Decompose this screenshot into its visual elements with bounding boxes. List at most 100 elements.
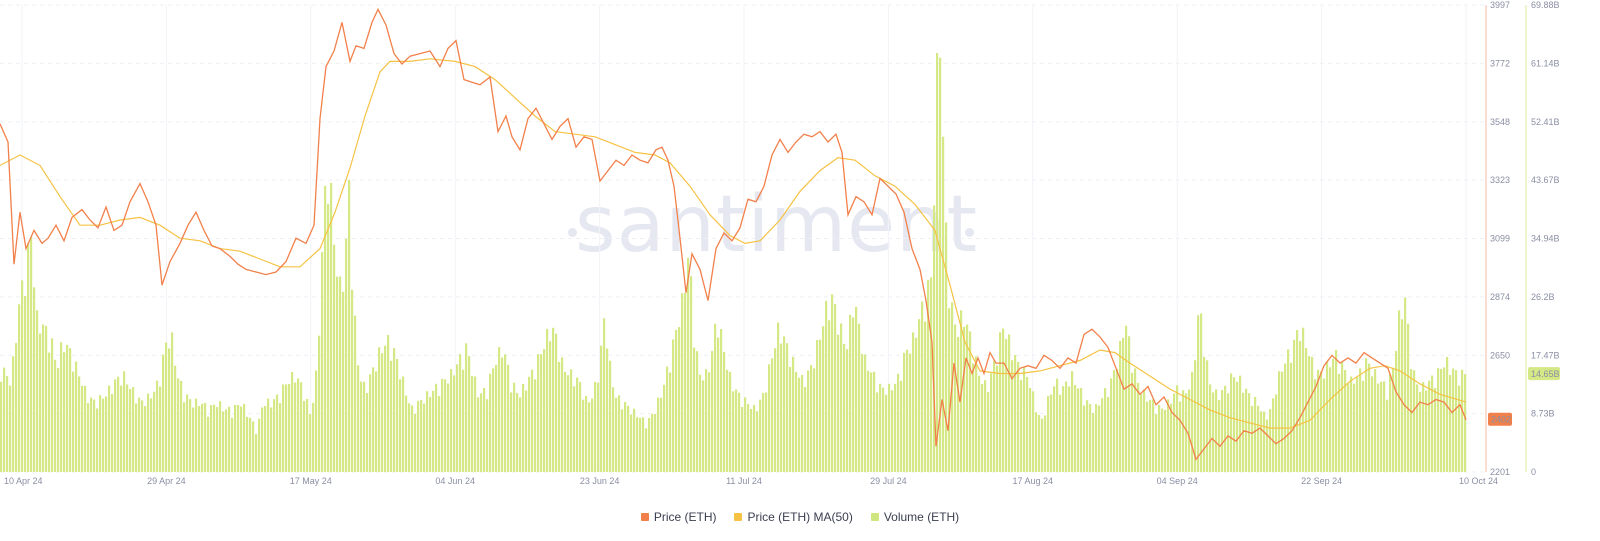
volume-bar xyxy=(945,222,948,472)
volume-bar xyxy=(1056,378,1059,472)
volume-bar xyxy=(693,347,696,472)
volume-bar xyxy=(1020,380,1023,472)
volume-bar xyxy=(96,408,99,472)
volume-bar xyxy=(201,403,204,472)
volume-bar xyxy=(360,381,363,472)
volume-bar xyxy=(1080,387,1083,472)
volume-bar xyxy=(612,387,615,472)
volume-bar xyxy=(1443,367,1446,472)
volume-bar xyxy=(1191,371,1194,472)
volume-bar xyxy=(48,352,51,472)
volume-bar xyxy=(165,342,168,472)
volume-bar xyxy=(1413,370,1416,472)
volume-bar xyxy=(117,376,120,472)
volume-bar xyxy=(300,382,303,472)
volume-bar xyxy=(33,287,36,472)
x-tick-label: 23 Jun 24 xyxy=(580,476,620,486)
volume-bar xyxy=(726,369,729,472)
volume-bar xyxy=(159,386,162,472)
volume-bar xyxy=(555,333,558,472)
current-volume-badge: 14.65B xyxy=(1528,367,1560,381)
volume-bar xyxy=(1455,370,1458,472)
volume-bar xyxy=(546,328,549,472)
legend-item-volume[interactable]: Volume (ETH) xyxy=(870,510,959,524)
volume-bar xyxy=(729,371,732,472)
volume-bar xyxy=(231,417,234,472)
volume-bar xyxy=(1176,385,1179,472)
volume-bar xyxy=(816,340,819,472)
volume-bar xyxy=(639,417,642,472)
volume-bar xyxy=(591,398,594,472)
volume-bar xyxy=(852,317,855,472)
volume-bar xyxy=(1269,409,1272,472)
volume-bar xyxy=(162,354,165,472)
volume-bar xyxy=(1416,384,1419,472)
volume-bar xyxy=(762,392,765,472)
volume-bar xyxy=(9,385,12,472)
x-tick-label: 10 Oct 24 xyxy=(1459,476,1498,486)
volume-bar xyxy=(243,404,246,472)
volume-bar xyxy=(528,376,531,472)
volume-bar xyxy=(387,335,390,472)
volume-tick-label: 43.67B xyxy=(1531,175,1560,185)
volume-bar xyxy=(120,385,123,472)
volume-bar xyxy=(411,405,414,472)
volume-bar xyxy=(849,314,852,472)
volume-tick-label: 26.2B xyxy=(1531,292,1555,302)
volume-bar xyxy=(993,360,996,472)
volume-bar xyxy=(723,351,726,472)
volume-bar xyxy=(27,242,30,472)
volume-bar xyxy=(264,406,267,472)
volume-bar xyxy=(657,397,660,472)
volume-bar xyxy=(1092,412,1095,472)
volume-bar xyxy=(855,306,858,472)
legend-swatch-price xyxy=(640,513,649,521)
volume-bar xyxy=(450,369,453,472)
x-tick-label: 29 Apr 24 xyxy=(147,476,186,486)
volume-bar xyxy=(1395,351,1398,472)
legend-item-price[interactable]: Price (ETH) xyxy=(640,510,716,524)
volume-bar xyxy=(426,391,429,472)
volume-bar xyxy=(675,329,678,472)
volume-bar xyxy=(111,394,114,472)
volume-bar xyxy=(1104,388,1107,472)
volume-bar xyxy=(882,387,885,472)
legend-item-ma50[interactable]: Price (ETH) MA(50) xyxy=(734,510,853,524)
volume-bar xyxy=(846,349,849,472)
volume-bar xyxy=(1338,373,1341,472)
volume-bar xyxy=(909,353,912,472)
volume-bar xyxy=(153,391,156,472)
volume-bar xyxy=(459,354,462,472)
volume-bar xyxy=(210,405,213,472)
volume-bar xyxy=(36,310,39,472)
volume-bar xyxy=(984,380,987,472)
volume-bar xyxy=(219,401,222,472)
volume-bar xyxy=(1407,323,1410,472)
volume-tick-label: 17.47B xyxy=(1531,350,1560,360)
volume-bar xyxy=(702,380,705,472)
volume-bar xyxy=(273,399,276,472)
volume-bar xyxy=(624,402,627,472)
volume-bar xyxy=(804,387,807,472)
volume-bar xyxy=(1113,370,1116,472)
volume-bar xyxy=(864,354,867,472)
volume-bar xyxy=(72,371,75,472)
volume-bar xyxy=(690,276,693,472)
volume-bar xyxy=(45,326,48,472)
volume-bar xyxy=(942,136,945,472)
volume-bar xyxy=(270,407,273,472)
volume-bar xyxy=(756,411,759,472)
volume-bar xyxy=(1323,378,1326,472)
volume-bar xyxy=(1434,387,1437,472)
volume-bar xyxy=(60,342,63,472)
x-tick-label: 17 Aug 24 xyxy=(1013,476,1054,486)
volume-bar xyxy=(1356,377,1359,472)
volume-bar xyxy=(930,277,933,472)
volume-bar xyxy=(1074,384,1077,472)
volume-bar xyxy=(1029,387,1032,472)
volume-bar xyxy=(15,342,18,472)
volume-bar xyxy=(1347,383,1350,472)
volume-bar xyxy=(483,387,486,472)
volume-bar xyxy=(681,293,684,472)
volume-bar xyxy=(687,257,690,472)
